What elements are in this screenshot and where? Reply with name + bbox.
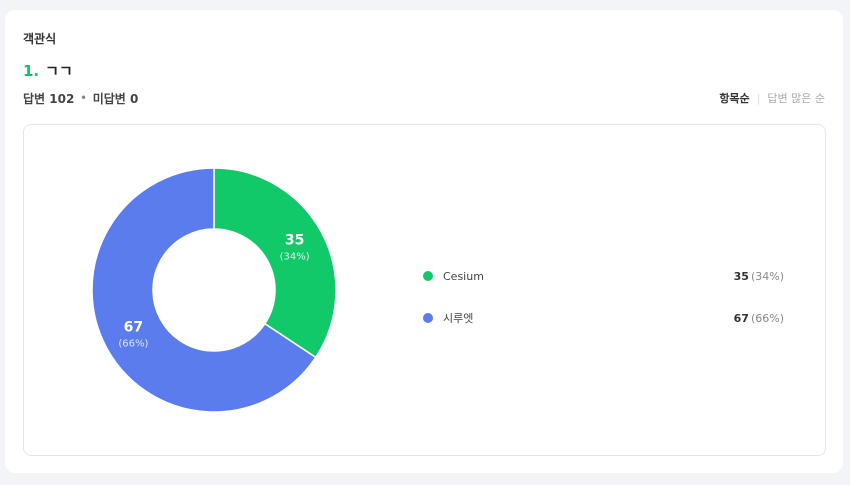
legend-count-1: 67 (733, 311, 749, 325)
question-number: 1. (23, 62, 40, 80)
donut-slice-0[interactable] (213, 167, 337, 359)
chart-container: 35 (34%) 67 (66%) Cesium 35 (34%) 시루엣 67 (66%) (23, 124, 826, 456)
slice-value-label-0: 35 (285, 233, 304, 249)
chart-legend: Cesium 35 (34%) 시루엣 67 (66%) (419, 255, 784, 339)
question-card: 객관식 1. ㄱㄱ 답변 102 • 미답변 0 항목순 | 답변 많은 순 3… (5, 10, 843, 473)
sort-options: 항목순 | 답변 많은 순 (719, 90, 825, 106)
legend-percent-0: (34%) (750, 269, 784, 283)
legend-count-0: 35 (733, 269, 749, 283)
question-text: ㄱㄱ (45, 62, 73, 80)
slice-percent-label-1: (66%) (118, 338, 148, 349)
legend-label-1: 시루엣 (443, 312, 474, 325)
sort-divider: | (756, 91, 761, 105)
legend-swatch-1 (423, 313, 433, 323)
sort-by-item-button[interactable]: 항목순 (719, 92, 750, 105)
answer-stats: 답변 102 • 미답변 0 (23, 90, 138, 107)
unanswered-count: 미답변 0 (92, 92, 139, 106)
slice-percent-label-0: (34%) (280, 252, 310, 263)
section-label: 객관식 (23, 32, 57, 46)
legend-percent-1: (66%) (750, 311, 784, 325)
question-title: 1. ㄱㄱ (23, 60, 73, 81)
sort-by-answers-button[interactable]: 답변 많은 순 (767, 92, 825, 105)
legend-value-1: 67 (66%) (734, 312, 784, 325)
answered-count: 답변 102 (23, 92, 75, 106)
legend-swatch-0 (423, 271, 433, 281)
legend-value-0: 35 (34%) (734, 270, 784, 283)
donut-chart: 35 (34%) 67 (66%) (91, 167, 337, 413)
legend-item-1: 시루엣 67 (66%) (419, 297, 784, 339)
legend-label-0: Cesium (443, 269, 484, 283)
stats-separator: • (80, 93, 87, 104)
slice-value-label-1: 67 (124, 319, 143, 335)
donut-slice-1[interactable] (91, 167, 317, 413)
legend-item-0: Cesium 35 (34%) (419, 255, 784, 297)
